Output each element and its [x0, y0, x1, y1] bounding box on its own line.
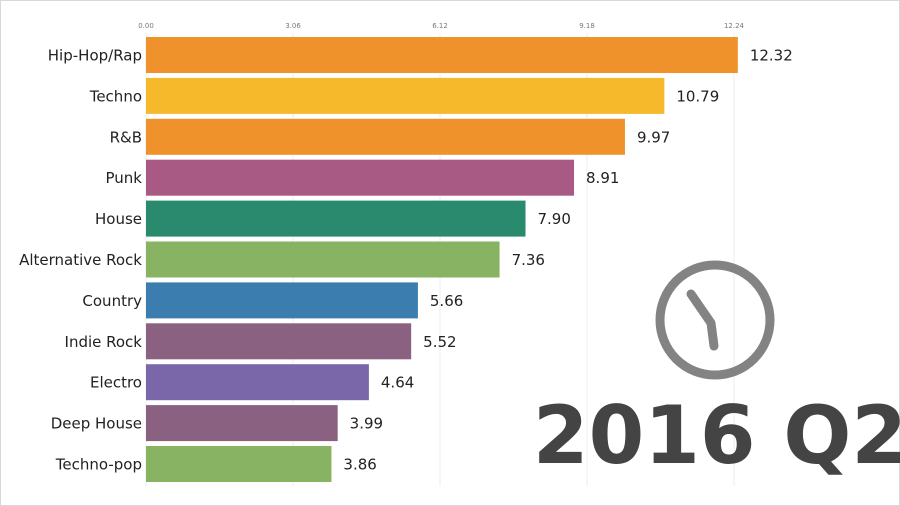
bar [146, 405, 338, 442]
value-label: 3.86 [343, 456, 376, 474]
category-label: Hip-Hop/Rap [48, 47, 142, 65]
bar [146, 37, 738, 73]
x-tick-label: 12.24 [724, 22, 745, 30]
bar [146, 446, 332, 482]
bar [146, 77, 665, 114]
value-label: 12.32 [750, 47, 793, 65]
bar [146, 364, 369, 401]
bar [146, 118, 625, 155]
value-label: 7.90 [538, 210, 571, 228]
category-label: Country [82, 292, 142, 310]
category-label: Alternative Rock [19, 251, 142, 269]
category-label: Electro [90, 374, 142, 392]
bar [146, 200, 526, 237]
category-label: Indie Rock [65, 333, 143, 351]
value-label: 7.36 [512, 251, 545, 269]
bar [146, 323, 412, 360]
value-label: 5.52 [423, 333, 456, 351]
value-label: 8.91 [586, 169, 619, 187]
bar [146, 282, 418, 319]
category-label: House [95, 210, 142, 228]
clock-icon [655, 260, 775, 380]
value-label: 5.66 [430, 292, 463, 310]
value-label: 9.97 [637, 128, 670, 146]
category-label: Punk [106, 169, 143, 187]
x-tick-label: 0.00 [138, 22, 154, 30]
category-label: Deep House [51, 415, 142, 433]
x-tick-label: 3.06 [285, 22, 301, 30]
x-tick-label: 9.18 [579, 22, 595, 30]
category-label: Techno [89, 87, 142, 105]
value-label: 10.79 [676, 87, 719, 105]
x-tick-label: 6.12 [432, 22, 448, 30]
category-label: Techno-pop [55, 456, 142, 474]
period-label: 2016 Q2 [533, 389, 900, 482]
value-label: 4.64 [381, 374, 414, 392]
bar [146, 159, 575, 196]
category-label: R&B [110, 128, 142, 146]
bar [146, 241, 500, 278]
value-label: 3.99 [350, 415, 383, 433]
